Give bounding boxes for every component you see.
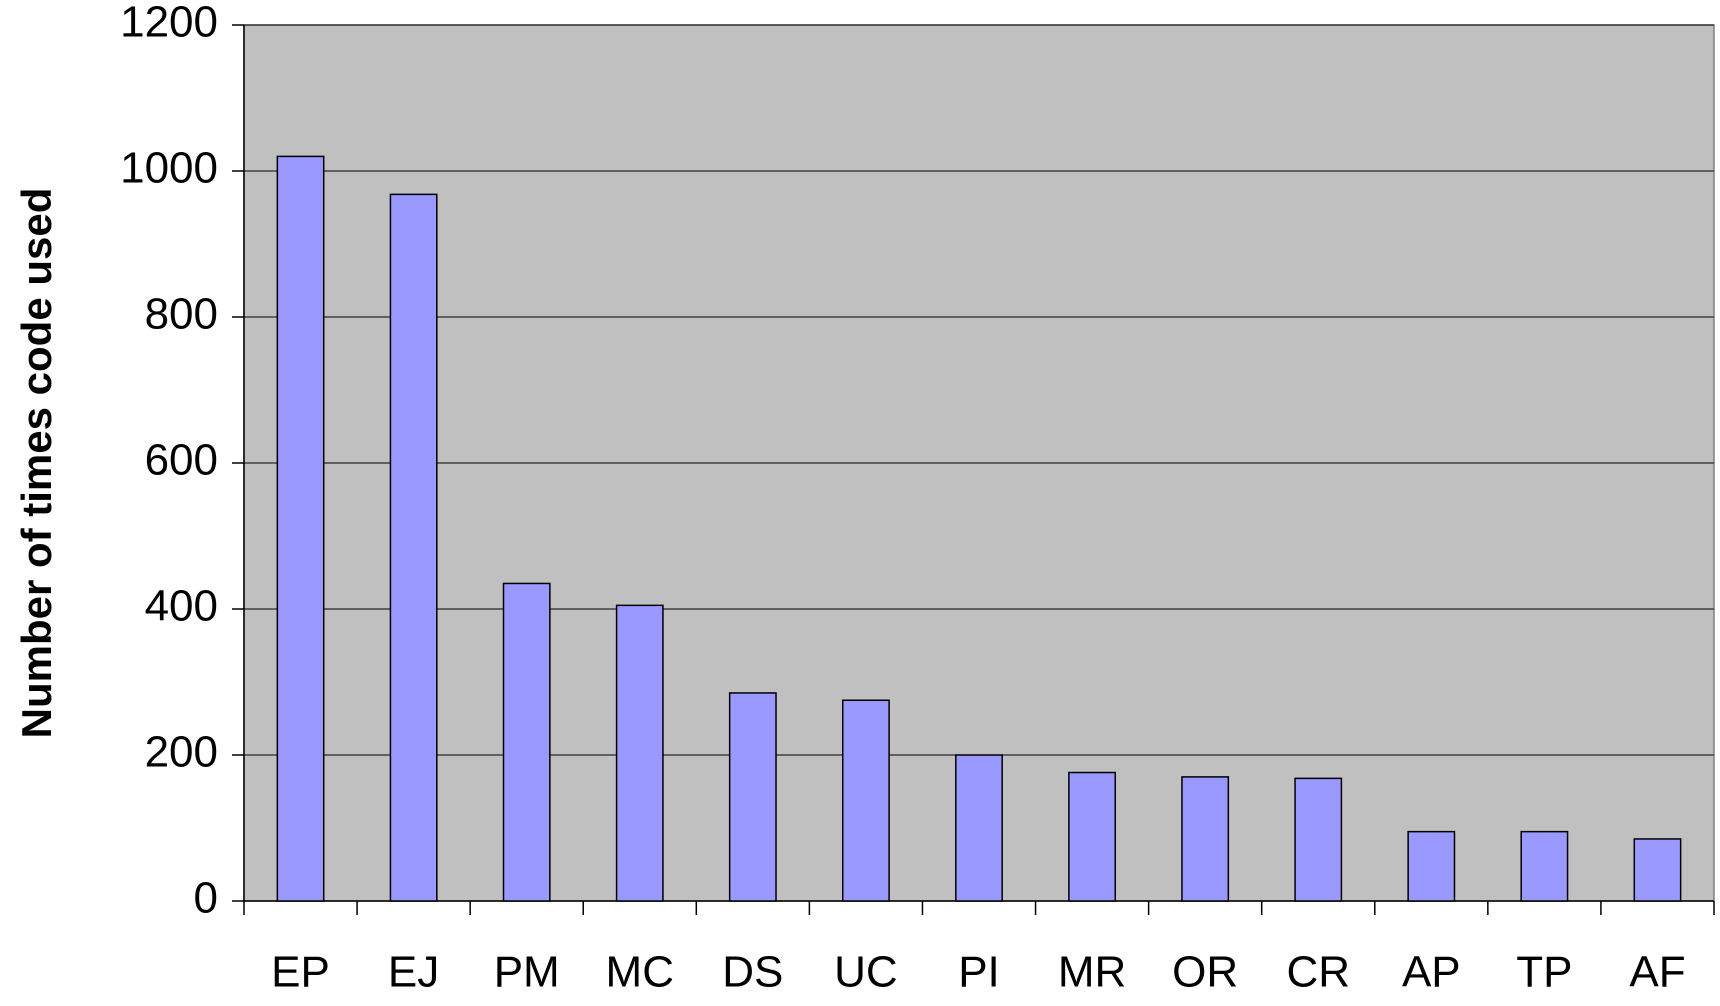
bar: [728, 692, 777, 902]
x-tick-label: MC: [606, 948, 674, 997]
x-tick-label: OR: [1172, 948, 1238, 997]
x-tick-label: EP: [271, 948, 330, 997]
y-tick-label: 0: [194, 874, 218, 923]
y-tick-label: 800: [145, 290, 218, 339]
bar: [1181, 776, 1230, 902]
bar: [389, 193, 438, 902]
x-tick-label: CR: [1286, 948, 1350, 997]
bar: [1407, 830, 1456, 902]
y-tick-label: 200: [145, 728, 218, 777]
bar: [276, 155, 325, 902]
x-tick-label: EJ: [388, 948, 439, 997]
x-tick-label: UC: [834, 948, 898, 997]
bar: [1294, 777, 1343, 902]
x-tick-label: PI: [958, 948, 1000, 997]
bar: [955, 754, 1003, 902]
y-tick-label: 1200: [120, 0, 218, 47]
x-tick-label: DS: [722, 948, 783, 997]
x-tick-label: AP: [1402, 948, 1461, 997]
bar: [615, 604, 664, 902]
x-tick-label: AF: [1629, 948, 1685, 997]
y-axis-label: Number of times code used: [13, 188, 60, 739]
bar: [502, 582, 551, 902]
y-tick-label: 400: [145, 582, 218, 631]
y-tick-label: 600: [145, 436, 218, 485]
y-tick-label: 1000: [120, 144, 218, 193]
x-tick-label: TP: [1516, 948, 1572, 997]
bar: [1633, 838, 1682, 902]
bar: [1068, 771, 1117, 902]
x-tick-label: MR: [1058, 948, 1126, 997]
bar: [841, 699, 890, 902]
x-tick-label: PM: [494, 948, 560, 997]
bar: [1520, 830, 1569, 902]
